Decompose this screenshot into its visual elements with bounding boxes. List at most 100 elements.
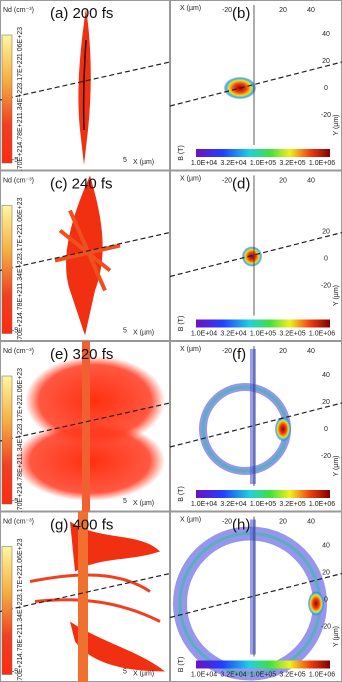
y-tick-label: 40 — [322, 372, 330, 379]
b-tick-label: 3.2E+04 — [220, 330, 246, 337]
y-tick-label: 40 — [322, 542, 330, 549]
x-tick-label: 5 — [123, 157, 127, 164]
y-tick-label: 20 — [322, 228, 330, 235]
b-colorbar — [196, 149, 330, 157]
y-tick-label: 40 — [322, 31, 330, 38]
b-tick-label: 3.2E+05 — [279, 501, 305, 508]
nd-tick-label: 4.78E+21 — [17, 456, 24, 486]
b-tick-label: 1.0E+05 — [250, 330, 276, 337]
nd-tick-label: 3.17E+22 — [17, 227, 24, 257]
y-tick-label: 20 — [322, 399, 330, 406]
panel-label: (f) — [232, 346, 246, 363]
panel-label: (b) — [232, 5, 250, 22]
x-tick-label: 40 — [307, 348, 315, 355]
nd-colorbar — [1, 546, 13, 675]
x-axis-label: X (µm) — [133, 500, 154, 507]
x-tick-label: -5 — [12, 498, 18, 505]
b-tick-label: 1.0E+06 — [309, 160, 335, 167]
b-tick-label: 3.2E+05 — [279, 671, 305, 678]
nd-tick-label: 3.17E+22 — [17, 568, 24, 598]
x-tick-label: 5 — [123, 498, 127, 505]
nd-label: Nd (cm⁻³) — [3, 177, 34, 184]
nd-tick-label: 1.34E+22 — [17, 86, 24, 116]
dashed-line — [0, 231, 171, 272]
nd-tick-label: 1.70E+21 — [17, 315, 24, 345]
right-panel — [170, 0, 342, 171]
nd-tick-label: 3.17E+22 — [17, 56, 24, 86]
y-tick-label: -20 — [321, 282, 331, 289]
x-axis-label: X (µm) — [133, 670, 154, 677]
dashed-line — [169, 572, 342, 619]
x-tick-label: -20 — [222, 518, 232, 525]
panel-label: (e) 320 fs — [50, 346, 113, 363]
x-tick-label: 20 — [279, 7, 287, 14]
x-tick-label: -5 — [12, 327, 18, 334]
y-tick-label: 0 — [324, 426, 328, 433]
plasma-core — [82, 39, 87, 131]
row: Nd (cm⁻³) 1.06E+233.17E+221.34E+224.78E+2… — [0, 170, 342, 346]
y-axis-label: Y (µm) — [333, 626, 340, 647]
b-label: B (T) — [178, 145, 185, 161]
y-tick-label: 0 — [324, 255, 328, 262]
right-panel — [170, 170, 342, 341]
plasma — [25, 356, 165, 446]
b-tick-label: 3.2E+04 — [220, 671, 246, 678]
field-blob — [242, 246, 262, 267]
panel-label: (g) 400 fs — [50, 516, 113, 533]
y-axis-label: Y (µm) — [333, 114, 340, 135]
x-tick-label: 40 — [307, 7, 315, 14]
x-tick-label: 20 — [279, 518, 287, 525]
b-tick-label: 1.0E+06 — [309, 330, 335, 337]
nd-tick-label: 1.06E+23 — [17, 197, 24, 227]
b-tick-label: 3.2E+04 — [220, 160, 246, 167]
dashed-line — [0, 61, 171, 101]
nd-tick-label: 1.70E+21 — [17, 656, 24, 682]
nd-tick-label: 4.78E+21 — [17, 286, 24, 316]
nd-label: Nd (cm⁻³) — [3, 348, 34, 355]
field-spot — [308, 591, 324, 616]
x-tick-label: 5 — [123, 668, 127, 675]
y-tick-label: 0 — [324, 596, 328, 603]
nd-tick-label: 1.34E+22 — [17, 427, 24, 457]
field-column — [250, 519, 256, 655]
plasma — [70, 621, 165, 672]
nd-tick-label: 4.78E+21 — [17, 627, 24, 657]
field-spot — [275, 417, 291, 441]
nd-colorbar — [1, 375, 13, 505]
x-tick-label: 40 — [307, 518, 315, 525]
x-tick-label: -5 — [12, 668, 18, 675]
nd-tick-label: 1.06E+23 — [17, 368, 24, 398]
b-tick-label: 1.0E+04 — [191, 330, 217, 337]
b-tick-label: 1.0E+05 — [250, 671, 276, 678]
x-tick-label: 40 — [307, 177, 315, 184]
dashed-line — [169, 231, 342, 278]
dashed-line — [0, 402, 171, 442]
panel-label: (h) — [232, 516, 250, 533]
x-axis-label: X (µm) — [180, 516, 201, 523]
nd-label: Nd (cm⁻³) — [3, 7, 34, 14]
field-column — [250, 349, 256, 484]
x-tick-label: 5 — [123, 327, 127, 334]
panel-label: (c) 240 fs — [50, 175, 113, 192]
y-tick-label: -20 — [321, 453, 331, 460]
nd-tick-label: 1.06E+23 — [17, 538, 24, 568]
nd-tick-label: 1.06E+23 — [17, 27, 24, 57]
x-axis-label: X (µm) — [180, 5, 201, 12]
x-tick-label: 20 — [279, 348, 287, 355]
b-label: B (T) — [178, 657, 185, 673]
dashed-line — [169, 402, 342, 448]
panel-label: (d) — [232, 175, 250, 192]
x-axis-label: X (µm) — [180, 175, 201, 182]
x-tick-label: -20 — [222, 7, 232, 14]
plasma — [70, 521, 160, 572]
x-axis-label: X (µm) — [180, 346, 201, 353]
x-tick-label: -20 — [222, 177, 232, 184]
nd-tick-label: 1.34E+22 — [17, 256, 24, 286]
b-tick-label: 3.2E+05 — [279, 160, 305, 167]
y-tick-label: -20 — [321, 112, 331, 119]
nd-tick-label: 4.78E+21 — [17, 115, 24, 145]
b-colorbar — [196, 660, 330, 669]
b-label: B (T) — [178, 486, 185, 502]
nd-tick-label: 3.17E+22 — [17, 397, 24, 427]
y-tick-label: 20 — [322, 58, 330, 65]
